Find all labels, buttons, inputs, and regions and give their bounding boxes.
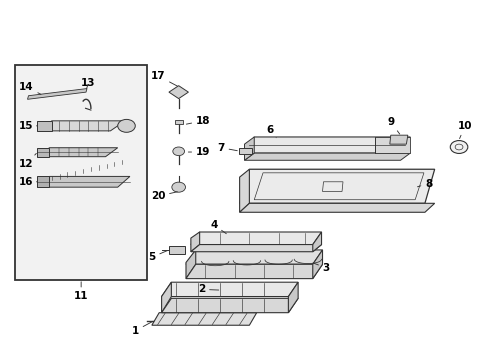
Polygon shape [161,298,298,313]
Polygon shape [190,244,321,252]
Text: 19: 19 [188,147,210,157]
Polygon shape [168,86,188,99]
Polygon shape [244,153,409,160]
Polygon shape [185,250,195,279]
Text: 14: 14 [19,82,41,94]
Polygon shape [312,232,321,252]
Polygon shape [190,232,199,252]
Text: 17: 17 [151,71,177,86]
Text: 7: 7 [217,143,237,153]
Polygon shape [244,137,254,160]
Polygon shape [239,169,434,203]
Text: 18: 18 [186,116,210,126]
Text: 1: 1 [132,321,153,336]
Polygon shape [161,282,171,313]
Polygon shape [190,232,321,244]
Text: 2: 2 [198,284,218,294]
Polygon shape [244,137,409,153]
Bar [15,65,147,280]
Polygon shape [37,121,52,131]
Text: 11: 11 [74,282,88,301]
Circle shape [172,147,184,156]
Polygon shape [27,89,87,99]
Text: 15: 15 [19,121,37,131]
Text: 3: 3 [312,263,329,273]
Text: 10: 10 [457,121,471,139]
Polygon shape [288,282,298,313]
Circle shape [118,120,135,132]
Circle shape [171,182,185,192]
Polygon shape [185,250,322,264]
Polygon shape [239,169,249,212]
Polygon shape [239,203,434,212]
Text: 9: 9 [386,117,399,134]
Text: 5: 5 [148,251,167,262]
Text: 13: 13 [81,78,96,89]
Bar [174,120,182,125]
Text: 8: 8 [417,179,431,189]
Text: 4: 4 [210,220,226,234]
Text: 20: 20 [151,191,177,201]
Polygon shape [37,148,118,157]
Circle shape [449,140,467,153]
Text: 6: 6 [266,125,276,138]
Polygon shape [152,313,256,325]
Polygon shape [374,137,409,153]
Polygon shape [168,246,184,253]
Polygon shape [37,148,49,157]
Polygon shape [389,135,407,144]
Polygon shape [37,176,49,187]
Polygon shape [37,121,125,131]
Polygon shape [312,250,322,279]
Polygon shape [238,148,251,154]
Polygon shape [185,264,322,279]
Polygon shape [37,176,130,187]
Polygon shape [161,282,298,297]
Text: 16: 16 [19,177,37,187]
Text: 12: 12 [19,153,36,169]
